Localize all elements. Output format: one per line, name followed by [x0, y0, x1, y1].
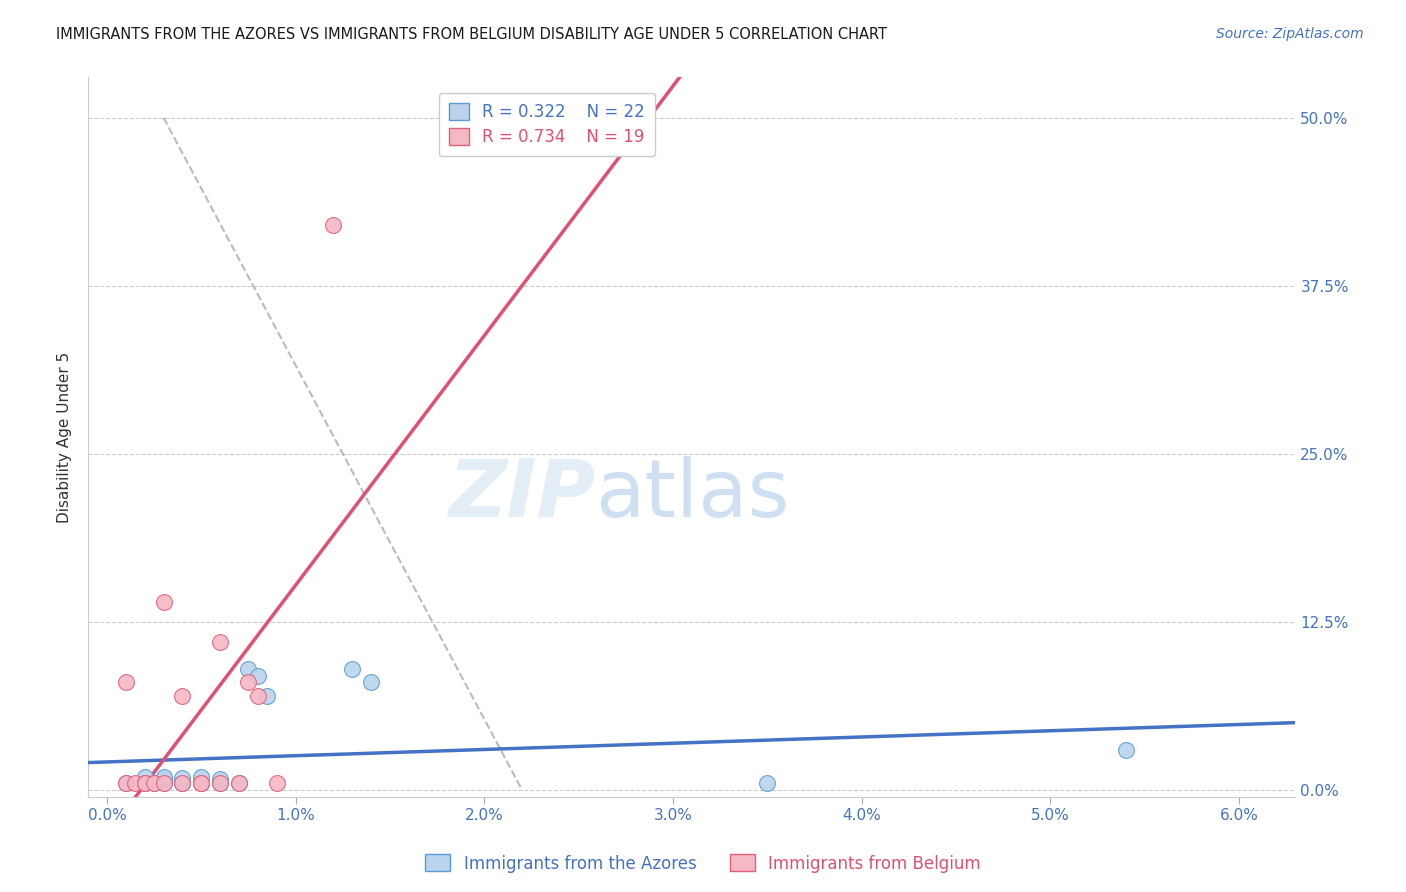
Point [238, 662, 260, 676]
Point [1115, 742, 1137, 756]
Point [756, 776, 779, 790]
Point [209, 776, 232, 790]
Point [134, 770, 156, 784]
Point [238, 675, 260, 690]
Legend: R = 0.322    N = 22, R = 0.734    N = 19: R = 0.322 N = 22, R = 0.734 N = 19 [439, 93, 655, 156]
Point [152, 776, 174, 790]
Text: Source: ZipAtlas.com: Source: ZipAtlas.com [1216, 27, 1364, 41]
Point [172, 771, 194, 785]
Point [172, 776, 194, 790]
Point [190, 776, 212, 790]
Point [124, 776, 146, 790]
Text: atlas: atlas [595, 456, 790, 533]
Point [152, 595, 174, 609]
Text: IMMIGRANTS FROM THE AZORES VS IMMIGRANTS FROM BELGIUM DISABILITY AGE UNDER 5 COR: IMMIGRANTS FROM THE AZORES VS IMMIGRANTS… [56, 27, 887, 42]
Point [190, 770, 212, 784]
Point [209, 772, 232, 787]
Text: ZIP: ZIP [449, 456, 595, 533]
Point [246, 668, 269, 682]
Point [134, 776, 156, 790]
Point [134, 776, 156, 790]
Point [152, 772, 174, 787]
Point [209, 776, 232, 790]
Point [143, 776, 166, 790]
Point [322, 219, 344, 233]
Point [115, 675, 138, 690]
Point [342, 662, 364, 676]
Point [143, 776, 166, 790]
Point [228, 776, 250, 790]
Point [228, 776, 250, 790]
Point [256, 689, 278, 703]
Point [172, 689, 194, 703]
Point [152, 770, 174, 784]
Point [134, 776, 156, 790]
Point [266, 776, 288, 790]
Point [172, 776, 194, 790]
Point [115, 776, 138, 790]
Point [190, 776, 212, 790]
Point [115, 776, 138, 790]
Point [152, 776, 174, 790]
Point [360, 675, 382, 690]
Point [246, 689, 269, 703]
Point [190, 776, 212, 790]
Point [209, 635, 232, 649]
Y-axis label: Disability Age Under 5: Disability Age Under 5 [58, 351, 72, 523]
Legend: Immigrants from the Azores, Immigrants from Belgium: Immigrants from the Azores, Immigrants f… [419, 847, 987, 880]
Point [172, 776, 194, 790]
